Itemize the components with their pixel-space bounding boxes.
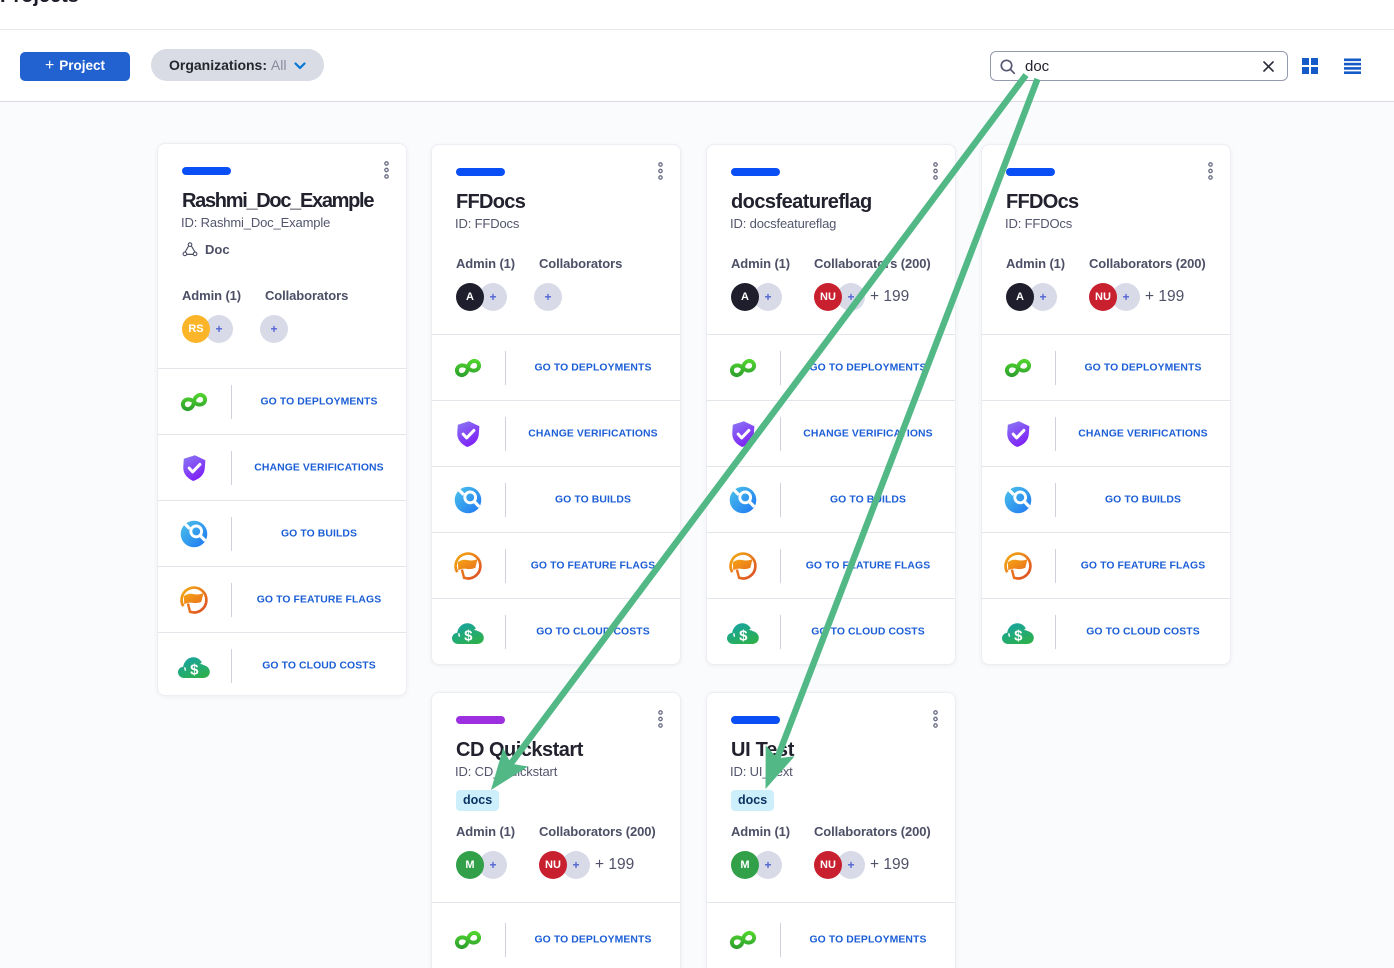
svg-text:$: $ [464, 627, 473, 644]
svg-text:$: $ [190, 661, 199, 678]
svg-text:$: $ [1014, 627, 1023, 644]
svg-text:$: $ [739, 627, 748, 644]
